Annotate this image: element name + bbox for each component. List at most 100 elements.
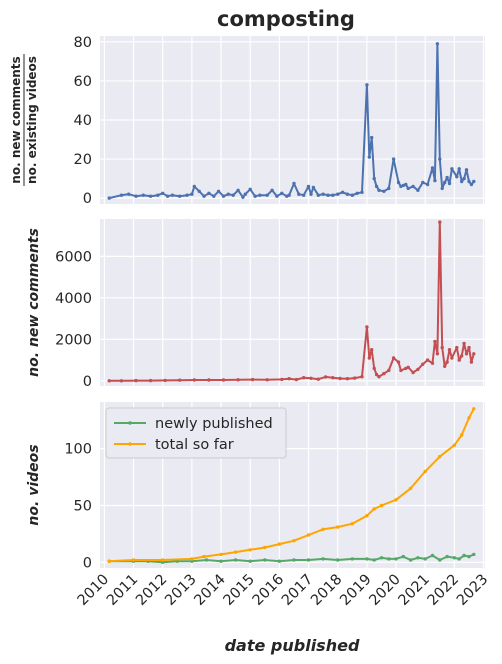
data-point [462, 341, 466, 346]
data-point [457, 358, 461, 362]
legend-label: newly published [155, 416, 273, 432]
data-point [221, 378, 226, 382]
data-point [134, 378, 138, 383]
data-point [370, 348, 374, 352]
data-point [287, 193, 291, 197]
data-point [185, 193, 189, 197]
data-point [408, 558, 413, 562]
data-series [107, 407, 476, 563]
data-point [207, 191, 211, 195]
data-point [367, 356, 371, 360]
data-point [207, 378, 211, 382]
data-point [331, 193, 335, 197]
data-point [435, 42, 440, 46]
data-point [202, 194, 206, 198]
data-point [406, 365, 410, 369]
data-point [423, 469, 427, 474]
data-point [306, 184, 311, 189]
plot-background [100, 219, 485, 386]
data-point [306, 558, 311, 562]
y-tick-label: 2000 [55, 332, 92, 348]
data-point [452, 556, 457, 560]
data-point [445, 175, 449, 180]
data-point [455, 175, 459, 179]
data-series [107, 42, 476, 200]
y-tick-label: 60 [74, 74, 92, 90]
data-point [336, 525, 340, 529]
data-point [270, 188, 274, 192]
data-point [190, 557, 194, 561]
y-tick-label: 4000 [55, 291, 92, 307]
legend-marker [128, 442, 132, 446]
x-tick-label: 2021 [396, 572, 433, 609]
data-point [338, 376, 342, 381]
data-point [421, 362, 425, 366]
data-point [148, 378, 153, 383]
data-point [323, 375, 328, 379]
data-point [107, 196, 111, 200]
data-point [411, 184, 415, 189]
x-tick-label: 2016 [250, 572, 287, 609]
data-point [445, 360, 449, 364]
data-point [265, 378, 269, 382]
data-point [440, 186, 444, 191]
data-point [450, 356, 454, 360]
data-point [408, 486, 413, 491]
data-point [443, 364, 447, 368]
data-point [178, 378, 182, 382]
data-point [425, 182, 430, 187]
data-point [131, 558, 136, 562]
data-point [450, 167, 454, 171]
data-point [163, 378, 167, 383]
y-tick-label: 0 [83, 191, 92, 207]
data-point [165, 194, 170, 198]
data-point [447, 348, 452, 352]
y-tick-label: 80 [74, 35, 92, 51]
data-point [345, 377, 350, 381]
x-tick-label: 2023 [454, 572, 491, 609]
data-point [399, 368, 403, 373]
comments-per-video-panel: 0 20 40 60 80 no. new comments no. existing vi… [9, 35, 485, 207]
data-point [306, 533, 311, 537]
y-label-numerator: no. new comments [9, 56, 23, 183]
data-point [233, 558, 238, 562]
data-point [321, 557, 325, 561]
x-tick-label: 2022 [425, 572, 462, 609]
data-point [438, 157, 442, 161]
data-point [365, 83, 369, 87]
data-point [377, 375, 381, 379]
data-point [372, 507, 376, 511]
data-point [457, 557, 461, 561]
data-point [250, 377, 255, 382]
data-point [464, 168, 469, 172]
x-tick-label: 2014 [191, 572, 228, 609]
data-point [379, 556, 384, 560]
x-tick-label: 2019 [337, 572, 374, 609]
data-point [231, 193, 235, 197]
data-point [394, 557, 398, 561]
x-tick-label: 2018 [308, 572, 345, 609]
data-point [248, 559, 252, 563]
data-point [192, 378, 196, 382]
data-point [243, 192, 247, 196]
data-point [430, 361, 435, 365]
data-point [394, 498, 398, 502]
series-line [109, 553, 475, 564]
data-point [460, 179, 464, 184]
data-point [263, 545, 267, 550]
data-point [425, 358, 430, 362]
data-point [467, 416, 471, 420]
y-tick-label: 40 [74, 113, 92, 129]
data-point [326, 193, 330, 197]
data-point [411, 370, 415, 375]
data-point [430, 166, 435, 170]
data-point [387, 368, 391, 373]
data-point [350, 193, 354, 197]
data-point [467, 179, 471, 184]
data-point [462, 176, 466, 181]
data-point [365, 325, 369, 329]
data-point [280, 191, 284, 195]
data-point [433, 339, 437, 344]
data-point [353, 376, 357, 380]
series-line [109, 408, 475, 563]
